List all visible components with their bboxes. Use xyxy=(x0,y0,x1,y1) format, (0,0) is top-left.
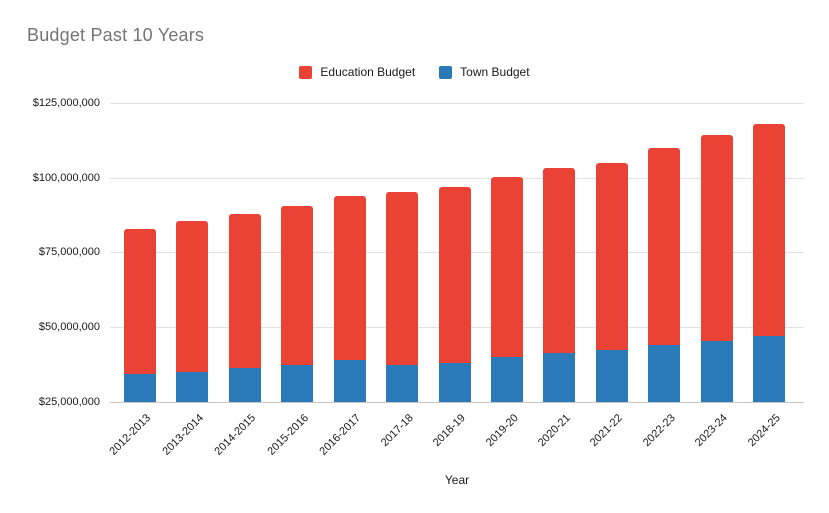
x-axis-tick-label: 2022-23 xyxy=(640,412,678,450)
bar-segment[interactable] xyxy=(228,213,261,368)
x-axis-tick-label: 2012-2013 xyxy=(107,412,154,458)
gridline xyxy=(110,177,804,179)
chart-title: Budget Past 10 Years xyxy=(27,25,205,45)
x-axis-tick-label: 2015-2016 xyxy=(265,412,311,458)
bar-segment[interactable] xyxy=(595,349,628,402)
bar-segment[interactable] xyxy=(386,364,419,402)
bar-segment[interactable] xyxy=(438,363,471,402)
bar-segment[interactable] xyxy=(124,228,156,374)
bar-segment[interactable] xyxy=(753,124,786,337)
bar-segment[interactable] xyxy=(333,360,366,402)
bar-segment[interactable] xyxy=(333,196,366,361)
y-axis-tick-label: $50,000,000 xyxy=(38,320,100,333)
x-axis-tick-label: 2018-19 xyxy=(430,412,469,450)
bar-segment[interactable] xyxy=(595,163,628,350)
bar-segment[interactable] xyxy=(281,206,314,365)
bar-segment[interactable] xyxy=(438,187,471,364)
bar-segment[interactable] xyxy=(124,373,156,402)
chart-legend: Education Budget Town Budget xyxy=(0,63,829,81)
x-axis-tick-label: 2021-22 xyxy=(588,412,626,450)
bar-segment[interactable] xyxy=(176,372,209,402)
bar-segment[interactable] xyxy=(543,352,576,402)
y-axis-tick-label: $100,000,000 xyxy=(32,171,100,184)
gridline xyxy=(110,401,804,403)
bar-segment[interactable] xyxy=(490,357,523,402)
bar-segment[interactable] xyxy=(543,167,576,353)
bar-segment[interactable] xyxy=(490,176,523,358)
gridline xyxy=(110,103,804,104)
y-axis-tick-label: $75,000,000 xyxy=(38,246,100,259)
bar-segment[interactable] xyxy=(176,221,209,373)
x-axis-tick-label: 2013-2014 xyxy=(160,412,206,458)
bar-segment[interactable] xyxy=(753,336,786,402)
y-axis-tick-label: $25,000,000 xyxy=(38,395,100,408)
x-axis-tick-label: 2020-21 xyxy=(535,412,573,450)
bar-segment[interactable] xyxy=(228,367,261,402)
x-axis-tick-label: 2023-24 xyxy=(693,412,731,450)
town-budget-swatch-icon xyxy=(439,65,453,79)
x-axis-tick-label: 2019-20 xyxy=(483,412,521,450)
legend-item-town-budget[interactable]: Town Budget xyxy=(439,65,530,79)
bar-segment[interactable] xyxy=(386,191,419,365)
x-axis-tick-label: 2024-25 xyxy=(745,412,783,450)
bar-segment[interactable] xyxy=(648,148,681,346)
education-budget-swatch-icon xyxy=(299,65,313,79)
bar-segment[interactable] xyxy=(281,364,314,402)
x-axis-title: Year xyxy=(444,473,470,487)
x-axis-tick-label: 2017-18 xyxy=(378,412,416,450)
legend-label-town-budget: Town Budget xyxy=(460,65,530,79)
legend-label-education-budget: Education Budget xyxy=(320,65,416,79)
bar-segment[interactable] xyxy=(648,345,681,402)
x-axis-tick-label: 2016-2017 xyxy=(317,412,364,458)
x-axis-tick-label: 2014-2015 xyxy=(212,412,259,458)
bar-segment[interactable] xyxy=(700,340,733,402)
bar-segment[interactable] xyxy=(700,134,733,341)
legend-item-education-budget[interactable]: Education Budget xyxy=(299,65,415,79)
y-axis-tick-label: $125,000,000 xyxy=(32,97,100,109)
